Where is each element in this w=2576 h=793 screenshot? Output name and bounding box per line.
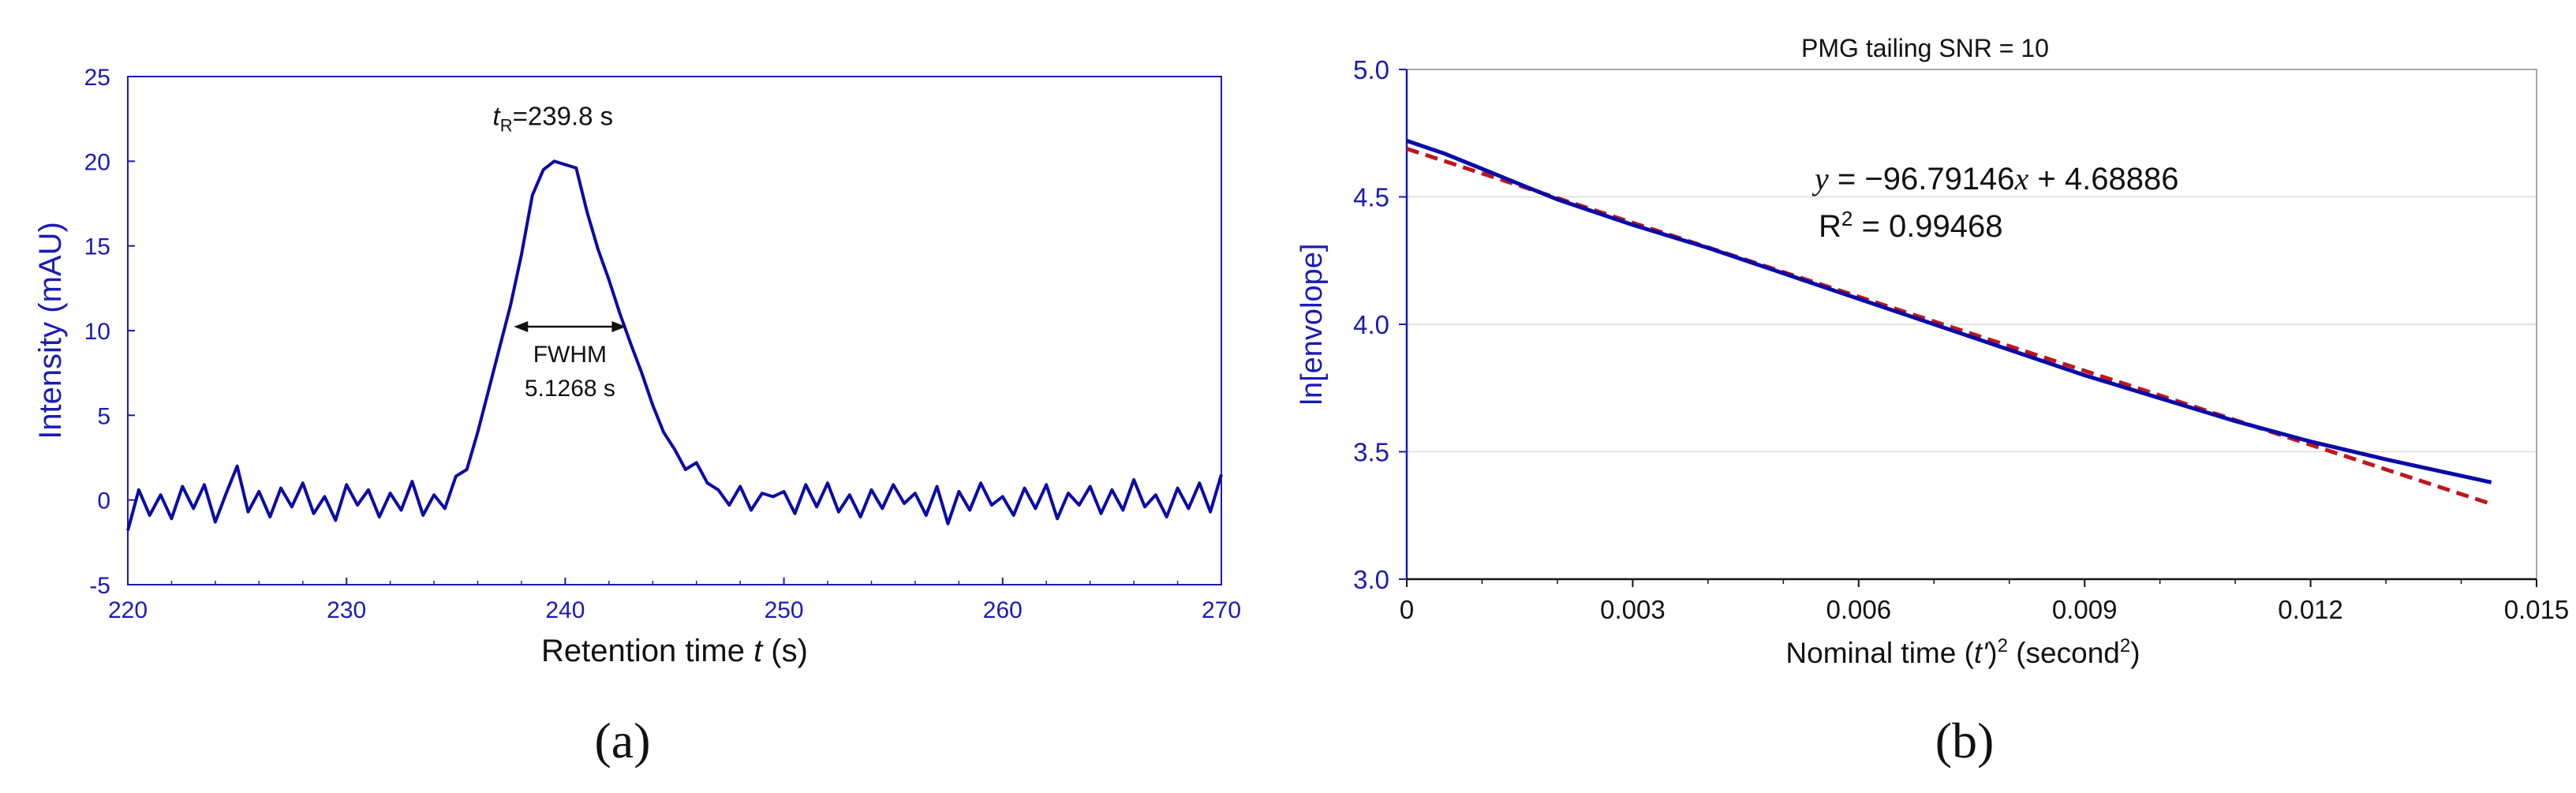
chart-a-x-axis-label: Retention time t (s) [541,634,808,668]
y-tick-label: 5.0 [1353,55,1389,84]
x-tick-label: 0.009 [2052,595,2118,624]
chart-b-y-axis-label: ln[envolope] [1295,244,1329,406]
linear-fit-line [1406,147,2492,507]
chart-a-x-label-prefix: Retention time [541,634,753,668]
chart-b-title: PMG tailing SNR = 10 [1801,34,2049,62]
fit-equation-coef: = −96.79146 [1829,162,2015,196]
x-tick-label: 0.015 [2504,595,2570,624]
x-tick-label: 220 [108,597,148,623]
peak-time-label: tR=239.8 s [493,101,614,135]
fwhm-value: 5.1268 s [525,376,615,402]
chart-a-series [126,159,1223,531]
r2-sup: 2 [1841,207,1853,230]
chart-b-series [1406,139,2492,507]
x-tick-label: 250 [765,597,804,623]
x-tick-label: 240 [545,597,585,623]
caption-a: (a) [594,713,650,769]
caption-b: (b) [1935,713,1995,769]
envelope-line [1406,139,2492,484]
y-tick-label: 20 [84,149,110,175]
chart-b-x-axis-label: Nominal time (t')2 (second2) [1785,635,2140,669]
chart-a-ticks: -5 0 5 10 15 20 25 220 230 240 250 260 270 [84,65,1241,623]
y-tick-label: 4.5 [1353,183,1389,212]
chart-b-ticks: 3.0 3.5 4.0 4.5 5.0 0 0.003 0.006 0.009 0.012 0.01… [1353,55,2569,624]
peak-time-var: t [493,101,502,130]
chart-b-x-label-pre: Nominal time ( [1785,637,1974,669]
chart-b: 3.0 3.5 4.0 4.5 5.0 0 0.003 0.006 0.009 0.012 0.01… [1295,34,2569,769]
chart-b-x-label-mid: ) [1987,637,1997,669]
fit-equation-intercept: + 4.68886 [2028,162,2178,196]
fit-equation: y = −96.79146x + 4.68886 [1811,161,2179,196]
chart-a-x-label-var: t [753,634,764,668]
y-tick-label: -5 [89,573,110,599]
fit-equation-x: x [2014,161,2029,196]
chart-a-x-label-suffix: (s) [762,634,808,668]
chromatogram-line [126,159,1223,531]
r2-prefix: R [1819,209,1841,244]
fwhm-arrow [514,321,626,332]
fit-equation-y: y [1811,161,1829,196]
y-tick-label: 3.5 [1353,438,1389,467]
y-tick-label: 25 [84,65,110,91]
x-tick-label: 0.003 [1600,595,1666,624]
peak-time-value: =239.8 s [513,101,614,130]
y-tick-label: 15 [84,234,110,260]
x-tick-label: 0.006 [1826,595,1892,624]
x-tick-label: 0 [1400,595,1414,624]
peak-time-sub: R [500,115,513,135]
y-tick-label: 4.0 [1353,310,1389,339]
chart-b-x-label-end: ) [2130,637,2140,669]
x-tick-label: 0.012 [2278,595,2343,624]
y-tick-label: 10 [84,319,110,345]
r2-value: = 0.99468 [1853,209,2002,244]
y-tick-label: 0 [97,488,110,514]
chart-b-x-label-var: t' [1974,637,1989,669]
chart-a-frame [127,76,1222,585]
fit-r-squared: R2 = 0.99468 [1819,207,2003,244]
chart-b-x-label-sup2: 2 [2120,635,2130,656]
y-tick-label: 3.0 [1353,565,1389,594]
y-tick-label: 5 [97,403,110,429]
x-tick-label: 270 [1202,597,1241,623]
fwhm-label: FWHM [533,342,607,368]
chart-a-y-axis-label: Intensity (mAU) [33,222,68,440]
chart-b-x-label-sup1: 2 [1998,635,2008,656]
x-tick-label: 260 [983,597,1023,623]
x-tick-label: 230 [327,597,366,623]
chart-b-x-label-post: (second [2008,637,2120,669]
